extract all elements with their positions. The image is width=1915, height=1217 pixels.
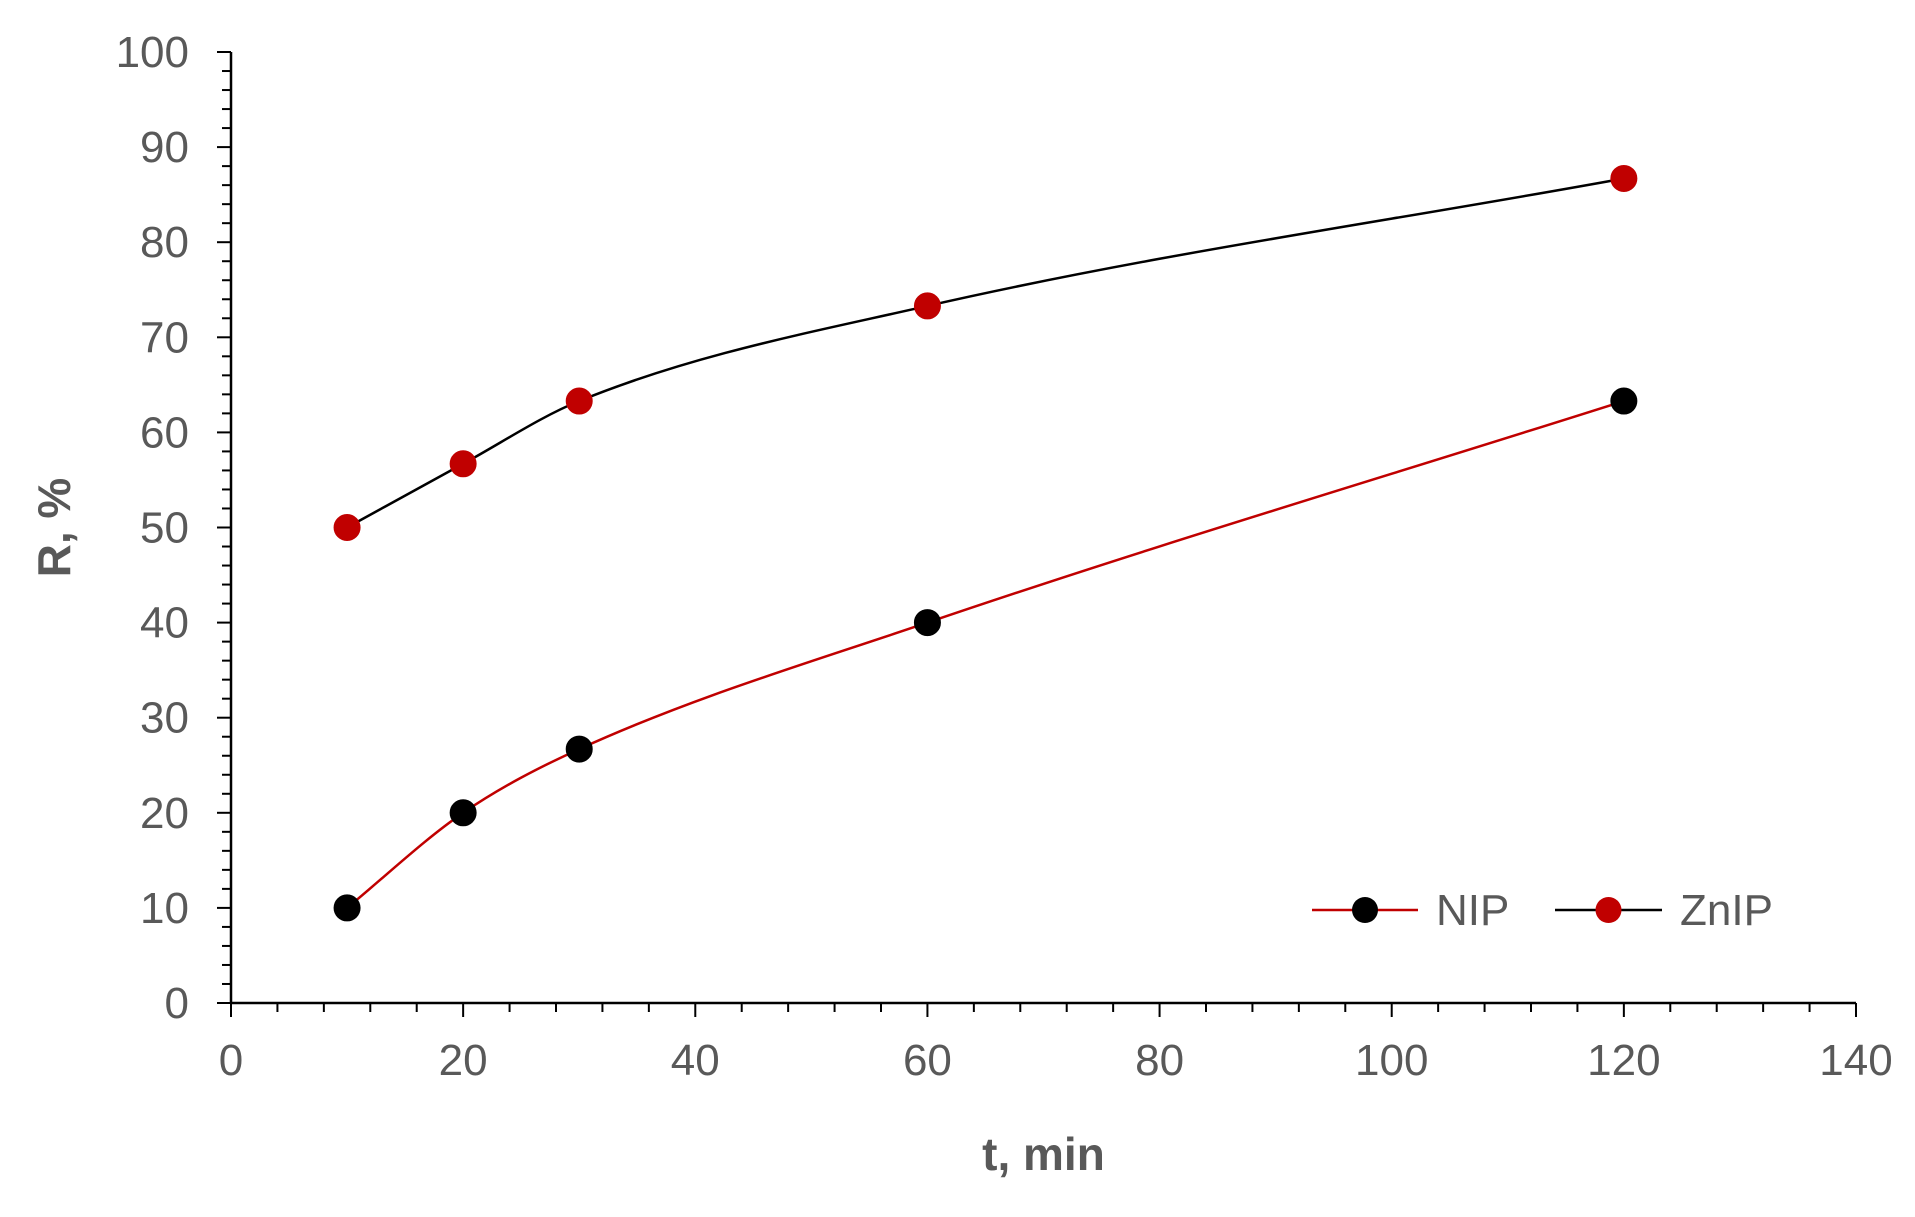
data-point-nip [1610,387,1638,415]
x-axis-title: t, min [982,1128,1105,1180]
series-line-znip [346,177,1625,529]
data-point-znip [913,292,941,320]
legend-item-znip: ZnIP [1555,886,1773,935]
y-tick-label: 10 [140,884,189,933]
y-tick-label: 20 [140,789,189,838]
x-tick-label: 0 [219,1036,243,1085]
y-tick-label: 40 [140,599,189,648]
y-axis-title: R, % [28,478,80,578]
y-tick-label: 80 [140,218,189,267]
y-tick-label: 30 [140,694,189,743]
series-group [333,164,1638,922]
y-tick-label: 0 [165,979,189,1028]
data-point-znip [333,514,361,541]
legend-label-znip: ZnIP [1680,886,1773,935]
data-point-nip [913,609,941,637]
x-tick-label: 120 [1587,1036,1660,1085]
y-tick-label: 100 [116,28,189,77]
x-tick-label: 60 [903,1036,952,1085]
legend-marker-nip [1352,897,1378,923]
x-tick-label: 20 [439,1036,488,1085]
data-point-znip [449,450,477,478]
data-point-nip [449,799,477,827]
data-point-nip [333,894,361,922]
y-tick-label: 60 [140,408,189,457]
x-tick-label: 100 [1355,1036,1428,1085]
legend-label-nip: NIP [1436,886,1509,935]
axes [217,51,1857,1017]
data-point-znip [1610,164,1638,192]
data-point-nip [565,735,593,763]
y-tick-label: 90 [140,123,189,172]
y-tick-label: 50 [140,504,189,553]
legend: NIP ZnIP [1312,886,1773,935]
series-line-nip [346,399,1625,909]
tick-labels: 0 10 20 30 40 50 60 70 80 90 100 0 20 40 60 80 100 120 140 [116,28,1893,1085]
legend-marker-znip [1595,897,1622,923]
data-point-znip [565,387,593,415]
y-tick-label: 70 [140,313,189,362]
legend-item-nip: NIP [1312,886,1509,935]
x-tick-label: 80 [1135,1036,1184,1085]
x-tick-label: 40 [671,1036,720,1085]
x-tick-label: 140 [1819,1036,1892,1085]
